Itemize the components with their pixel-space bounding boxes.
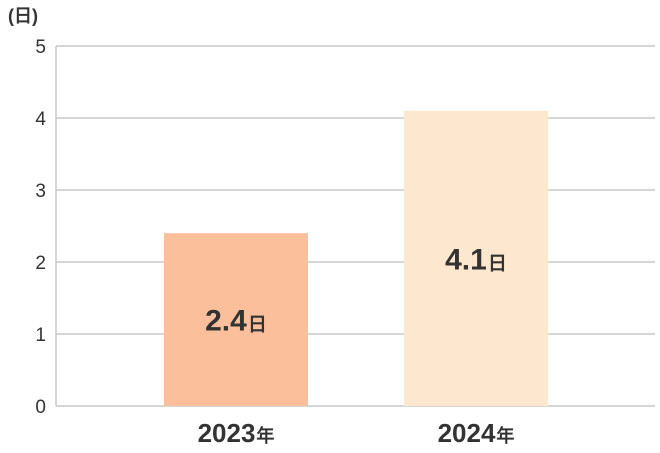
x-tick-suffix: 年 <box>496 425 514 446</box>
value-label-2023: 2.4日 <box>205 305 267 338</box>
value-number: 2.4 <box>205 305 247 338</box>
value-label-2024: 4.1日 <box>445 243 507 276</box>
y-tick-label-0: 0 <box>35 397 46 418</box>
x-tick-label-2024: 2024年 <box>438 418 515 448</box>
x-tick-suffix: 年 <box>256 425 274 446</box>
y-tick-label-1: 1 <box>35 325 46 346</box>
y-tick-label-3: 3 <box>35 181 46 202</box>
y-tick-label-2: 2 <box>35 253 46 274</box>
x-tick-year: 2024 <box>438 418 496 448</box>
bar-2023 <box>164 233 308 406</box>
value-number: 4.1 <box>445 243 487 276</box>
grid-layer <box>55 45 655 407</box>
value-unit: 日 <box>488 253 507 274</box>
y-axis-unit-label: (日) <box>8 6 38 26</box>
bar-2024 <box>404 110 548 407</box>
value-unit: 日 <box>248 315 267 336</box>
y-tick-label-5: 5 <box>35 37 46 58</box>
y-tick-label-4: 4 <box>35 109 46 130</box>
x-tick-year: 2023 <box>198 418 256 448</box>
bars-layer <box>164 110 548 407</box>
x-tick-label-2023: 2023年 <box>198 418 275 448</box>
